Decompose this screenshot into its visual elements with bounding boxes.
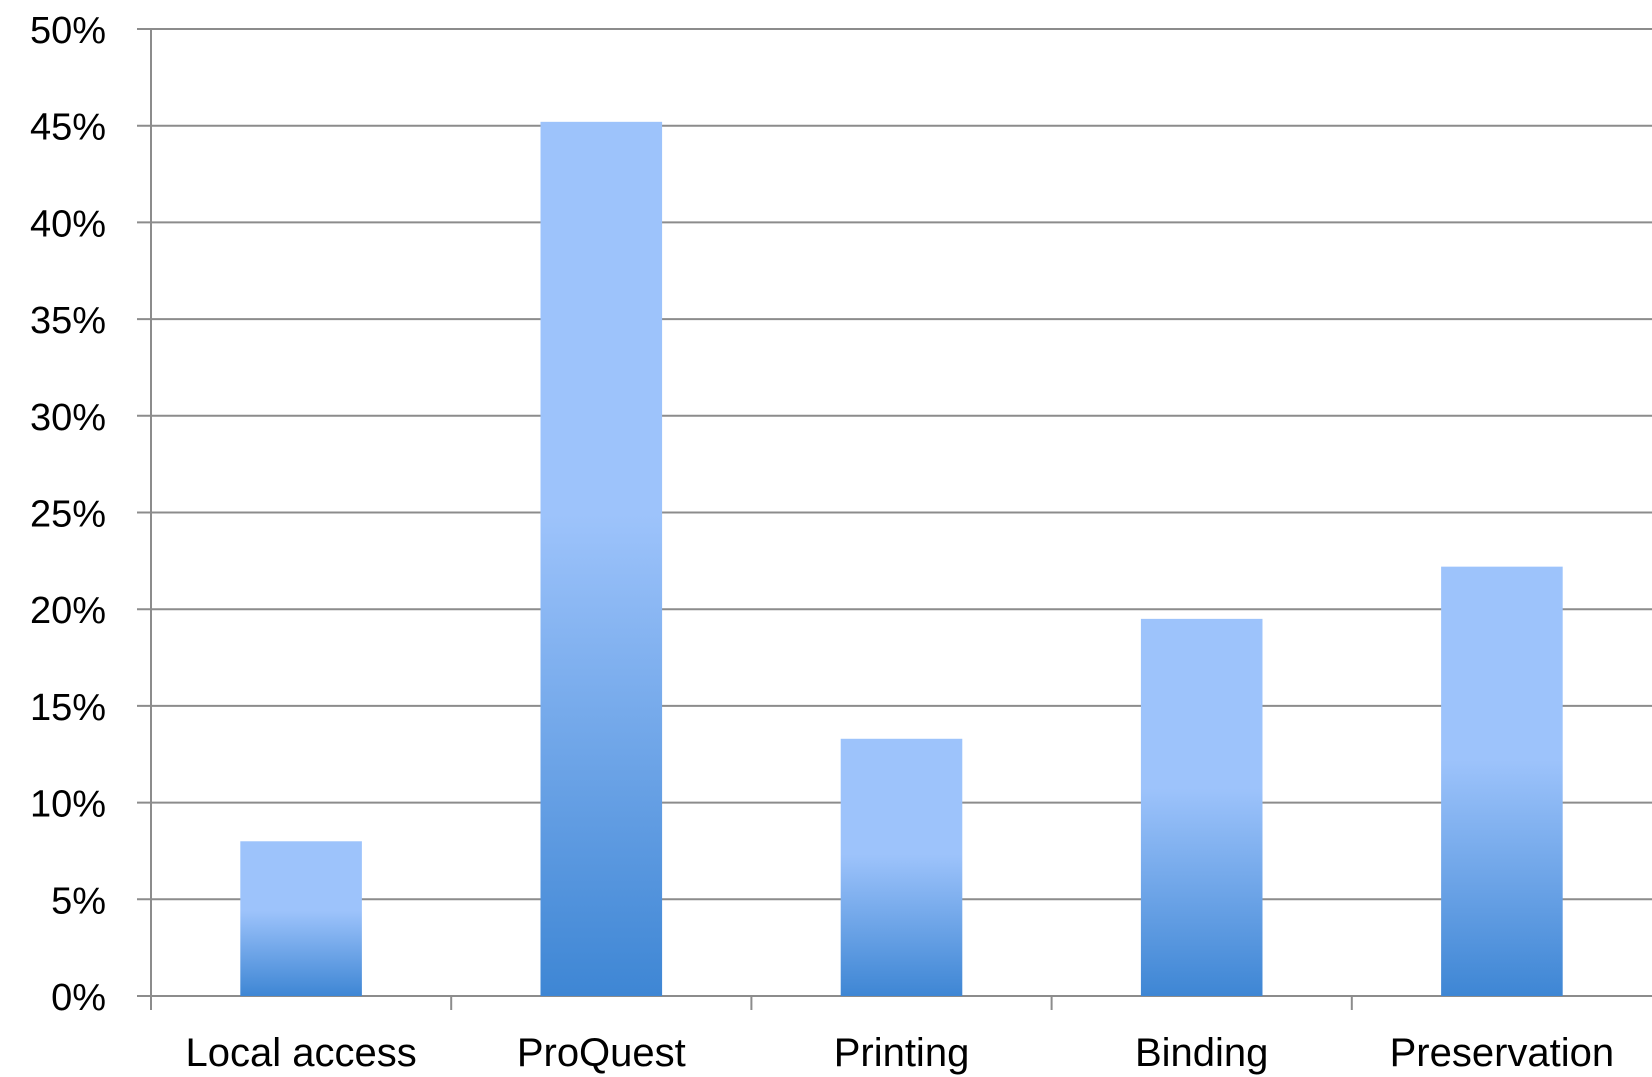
y-tick-label: 40% bbox=[30, 203, 106, 245]
y-tick-label: 50% bbox=[30, 10, 106, 52]
gridlines bbox=[137, 28, 1652, 997]
y-tick-label: 45% bbox=[30, 107, 106, 149]
x-category-label: Binding bbox=[1135, 1031, 1268, 1075]
y-tick-label: 15% bbox=[30, 687, 106, 729]
bar-binding bbox=[1140, 618, 1263, 996]
bar-printing bbox=[840, 738, 963, 996]
y-tick-label: 30% bbox=[30, 397, 106, 439]
x-category-label: Local access bbox=[185, 1031, 416, 1075]
y-tick-label: 20% bbox=[30, 590, 106, 632]
y-tick-label: 10% bbox=[30, 784, 106, 826]
x-category-labels: Local access ProQuest Printing Binding Prese… bbox=[185, 1031, 1614, 1075]
bar-preservation bbox=[1441, 566, 1563, 996]
y-tick-label: 35% bbox=[30, 300, 106, 342]
y-tick-label: 5% bbox=[51, 880, 106, 922]
axes bbox=[150, 29, 1353, 1010]
x-category-label: Preservation bbox=[1390, 1031, 1615, 1075]
x-category-label: Printing bbox=[834, 1031, 970, 1075]
bar-proquest bbox=[540, 121, 663, 996]
bar-local-access bbox=[240, 841, 362, 996]
bars bbox=[240, 121, 1563, 996]
y-tick-label: 25% bbox=[30, 494, 106, 536]
x-category-label: ProQuest bbox=[517, 1031, 686, 1075]
y-tick-labels: 0% 5% 10% 15% 20% 25% 30% 35% 40% 45% 50% bbox=[30, 10, 106, 1019]
y-tick-label: 0% bbox=[51, 977, 106, 1019]
